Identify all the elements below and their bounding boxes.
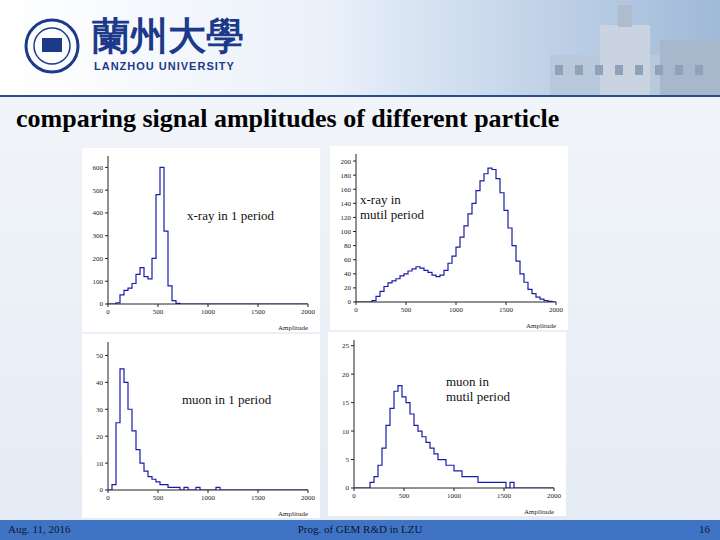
html-text:LANZHOU UNIVERSITY: LANZHOU UNIVERSITY [94, 60, 235, 72]
svg-text:Amplitude: Amplitude [524, 508, 554, 516]
svg-text:0: 0 [100, 300, 104, 308]
svg-text:1500: 1500 [497, 492, 512, 500]
html-text:16: 16 [699, 523, 710, 535]
html-text:Prog. of GEM R&D in LZU: Prog. of GEM R&D in LZU [297, 523, 423, 535]
svg-text:20: 20 [96, 433, 104, 441]
svg-text:40: 40 [344, 270, 352, 278]
svg-text:20: 20 [344, 284, 352, 292]
svg-text:160: 160 [341, 186, 352, 194]
svg-text:1500: 1500 [251, 494, 266, 502]
html-text:muon in 1 period: muon in 1 period [182, 392, 272, 407]
svg-text:140: 140 [341, 200, 352, 208]
svg-text:2000: 2000 [301, 308, 316, 316]
svg-text:400: 400 [93, 209, 104, 217]
svg-text:0: 0 [106, 308, 110, 316]
svg-text:40: 40 [96, 379, 104, 387]
svg-text:1000: 1000 [447, 492, 462, 500]
svg-text:25: 25 [342, 342, 350, 350]
svg-text:0: 0 [346, 484, 350, 492]
svg-text:10: 10 [342, 428, 350, 436]
html-text:Aug. 11, 2016: Aug. 11, 2016 [8, 523, 71, 535]
svg-text:Amplitude: Amplitude [278, 510, 308, 518]
svg-text:200: 200 [341, 158, 352, 166]
svg-text:0: 0 [106, 494, 110, 502]
svg-text:0: 0 [354, 306, 358, 314]
svg-text:200: 200 [93, 255, 104, 263]
svg-text:1000: 1000 [201, 308, 216, 316]
svg-text:Amplitude: Amplitude [278, 324, 308, 332]
html-text:蘭州大學: 蘭州大學 [92, 13, 244, 58]
svg-text:180: 180 [341, 172, 352, 180]
svg-text:10: 10 [96, 460, 104, 468]
svg-text:20: 20 [342, 371, 350, 379]
svg-text:500: 500 [401, 306, 412, 314]
svg-text:500: 500 [153, 308, 164, 316]
svg-text:300: 300 [93, 232, 104, 240]
svg-text:500: 500 [399, 492, 410, 500]
html-text:muon in mutil period: muon in mutil period [446, 374, 510, 404]
svg-text:30: 30 [96, 406, 104, 414]
svg-text:0: 0 [352, 492, 356, 500]
svg-text:0: 0 [100, 486, 104, 494]
svg-text:500: 500 [93, 187, 104, 195]
svg-text:15: 15 [342, 399, 350, 407]
svg-text:Amplitude: Amplitude [526, 322, 556, 330]
svg-text:1000: 1000 [449, 306, 464, 314]
html-text:x-ray in mutil period: x-ray in mutil period [360, 192, 424, 222]
svg-text:100: 100 [341, 228, 352, 236]
svg-text:1000: 1000 [201, 494, 216, 502]
svg-text:0: 0 [348, 298, 352, 306]
svg-text:2000: 2000 [301, 494, 316, 502]
html-text:comparing signal amplitudes of: comparing signal amplitudes of different… [16, 104, 560, 133]
svg-text:5: 5 [346, 456, 350, 464]
html-text:x-ray in 1 period: x-ray in 1 period [187, 208, 274, 223]
svg-text:120: 120 [341, 214, 352, 222]
svg-text:500: 500 [153, 494, 164, 502]
svg-text:2000: 2000 [547, 492, 562, 500]
svg-text:600: 600 [93, 164, 104, 172]
svg-text:1500: 1500 [251, 308, 266, 316]
svg-text:1500: 1500 [499, 306, 514, 314]
svg-text:80: 80 [344, 242, 352, 250]
svg-text:60: 60 [344, 256, 352, 264]
svg-text:2000: 2000 [549, 306, 564, 314]
svg-text:100: 100 [93, 278, 104, 286]
svg-text:50: 50 [96, 352, 104, 360]
